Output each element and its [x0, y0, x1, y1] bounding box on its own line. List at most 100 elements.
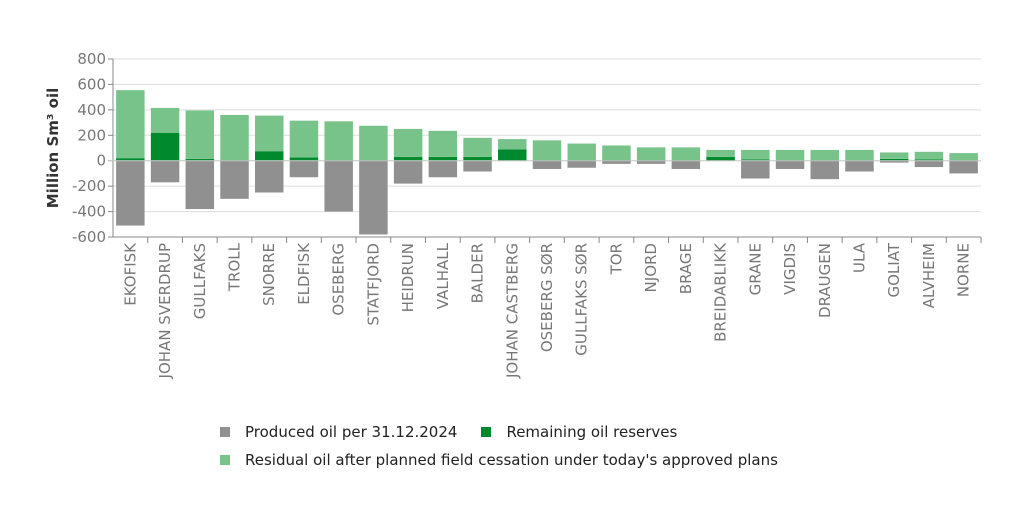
x-tick-label: TROLL	[226, 242, 244, 292]
bar-produced-18	[741, 160, 770, 179]
bar-remaining-22	[879, 158, 909, 161]
x-tick-label: GULLFAKS	[191, 243, 209, 319]
bar-remaining-10	[463, 156, 492, 161]
x-tick-label: SNORRE	[260, 243, 278, 306]
bar-remaining-17	[706, 156, 735, 161]
bar-remaining-8	[393, 156, 423, 161]
legend-label-residual: Residual oil after planned field cessati…	[245, 451, 778, 469]
bar-residual-20	[810, 149, 839, 161]
x-tick-label: VIGDIS	[781, 243, 799, 295]
legend: Produced oil per 31.12.2024 Remaining oi…	[220, 418, 802, 474]
bar-residual-14	[602, 145, 631, 161]
x-tick-label: HEIDRUN	[399, 243, 417, 312]
bar-residual-3	[220, 114, 249, 161]
bar-produced-19	[775, 160, 805, 169]
bar-residual-16	[671, 147, 701, 161]
bar-produced-3	[220, 160, 249, 199]
bar-produced-4	[255, 160, 284, 193]
y-tick-label: -200	[72, 177, 106, 195]
legend-item-produced: Produced oil per 31.12.2024	[220, 423, 457, 441]
bar-produced-6	[324, 160, 353, 212]
bar-residual-21	[845, 149, 874, 161]
bar-produced-12	[532, 160, 562, 169]
y-tick-label: 600	[77, 75, 106, 93]
bars	[116, 90, 978, 235]
bar-produced-5	[289, 160, 319, 178]
bar-residual-0	[116, 90, 145, 159]
x-tick-label: GULLFAKS SØR	[573, 243, 591, 356]
bar-residual-12	[532, 140, 562, 161]
x-tick-label: JOHAN CASTBERG	[503, 243, 521, 379]
bar-produced-15	[636, 160, 666, 164]
y-axis-label: Million Sm³ oil	[44, 88, 62, 209]
bar-produced-13	[567, 160, 596, 168]
bar-residual-10	[463, 137, 492, 157]
x-tick-label: ELDFISK	[295, 242, 313, 305]
tick-labels: -600 -400 -200 0 200 400 600 800 EKOFISK JOHAN SV…	[72, 50, 973, 379]
bar-residual-19	[775, 149, 805, 161]
bar-residual-17	[706, 149, 735, 157]
oil-resources-chart: -600 -400 -200 0 200 400 600 800 EKOFISK JOHAN SV…	[44, 50, 982, 379]
bar-produced-24	[949, 160, 978, 174]
x-tick-label: NORNE	[955, 243, 973, 297]
y-tick-label: -600	[72, 228, 106, 246]
bar-produced-0	[116, 160, 145, 226]
bar-produced-8	[393, 160, 423, 184]
y-tick-label: 200	[77, 126, 106, 144]
legend-label-remaining: Remaining oil reserves	[506, 423, 678, 441]
x-tick-label: BRAGE	[677, 243, 695, 294]
bar-produced-14	[602, 160, 631, 164]
legend-swatch-residual	[220, 455, 230, 465]
legend-swatch-produced	[220, 427, 230, 437]
bar-residual-1	[150, 107, 180, 133]
bar-remaining-11	[498, 149, 527, 161]
x-tick-label: ALVHEIM	[920, 243, 938, 308]
bar-residual-7	[359, 125, 388, 161]
bar-remaining-2	[185, 158, 215, 161]
bar-produced-2	[185, 160, 215, 210]
bar-residual-5	[289, 120, 319, 158]
bar-produced-16	[671, 160, 701, 169]
bar-residual-8	[393, 128, 423, 157]
bar-residual-15	[636, 147, 666, 161]
y-tick-label: 0	[96, 152, 106, 170]
bar-produced-22	[879, 160, 909, 163]
bar-produced-10	[463, 160, 492, 172]
x-tick-label: STATFJORD	[364, 243, 382, 326]
axes	[108, 58, 982, 243]
x-tick-label: BREIDABLIKK	[712, 242, 730, 342]
legend-swatch-remaining	[481, 427, 492, 437]
bar-residual-2	[185, 110, 215, 159]
x-tick-label: TOR	[607, 243, 625, 275]
bar-remaining-9	[428, 156, 458, 161]
x-tick-label: BALDER	[469, 243, 487, 303]
x-tick-label: OSEBERG SØR	[538, 243, 556, 352]
bar-residual-11	[498, 139, 527, 150]
y-tick-label: 400	[77, 101, 106, 119]
bar-remaining-18	[741, 159, 770, 161]
bar-remaining-5	[289, 157, 319, 161]
x-tick-label: NJORD	[642, 243, 660, 292]
x-tick-label: JOHAN SVERDRUP	[156, 243, 174, 379]
bar-residual-9	[428, 130, 458, 157]
x-tick-label: GRANE	[746, 243, 764, 295]
bar-produced-21	[845, 160, 874, 172]
bar-residual-22	[879, 152, 909, 159]
y-tick-label: 800	[77, 50, 106, 68]
x-tick-label: GOLIAT	[885, 242, 903, 297]
bar-remaining-23	[914, 159, 944, 161]
legend-item-residual: Residual oil after planned field cessati…	[220, 451, 778, 469]
bar-produced-7	[359, 160, 388, 235]
bar-residual-4	[255, 115, 284, 152]
bar-produced-20	[810, 160, 839, 180]
y-tick-label: -400	[72, 203, 106, 221]
legend-row-1: Produced oil per 31.12.2024 Remaining oi…	[220, 418, 802, 446]
legend-label-produced: Produced oil per 31.12.2024	[245, 423, 458, 441]
bar-residual-13	[567, 143, 596, 161]
bar-residual-6	[324, 121, 353, 161]
bar-remaining-1	[150, 132, 180, 161]
bar-residual-24	[949, 153, 978, 161]
bar-remaining-0	[116, 158, 145, 161]
legend-row-2: Residual oil after planned field cessati…	[220, 446, 802, 474]
bar-produced-1	[150, 160, 180, 183]
